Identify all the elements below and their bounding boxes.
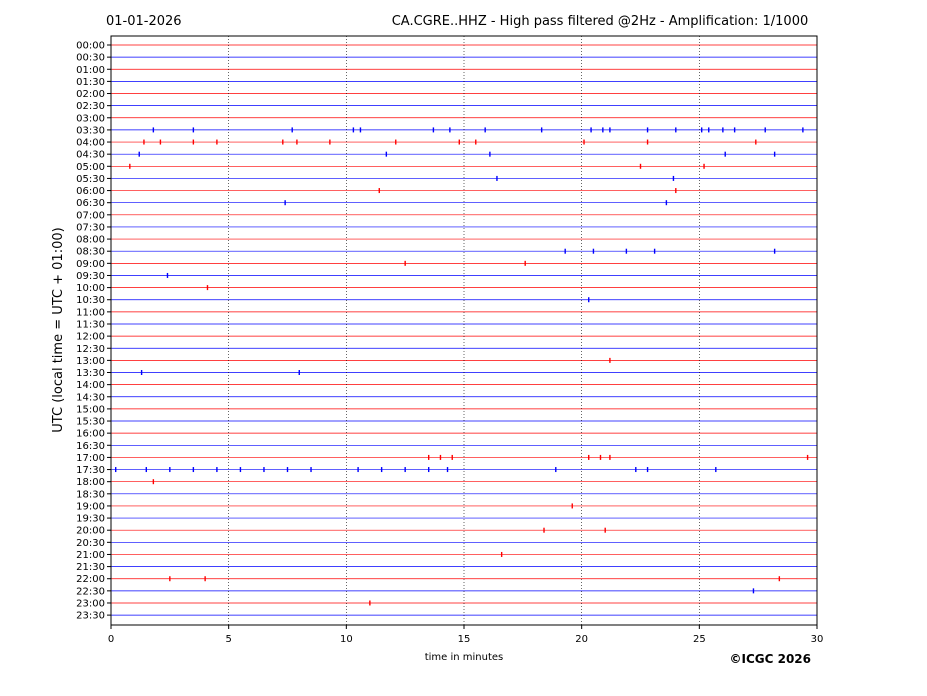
y-tick-label: 17:00 xyxy=(76,453,105,464)
vertical-grid xyxy=(228,36,700,625)
y-tick-label: 01:00 xyxy=(76,65,105,76)
y-tick-label: 10:00 xyxy=(76,283,105,294)
y-tick-label: 13:30 xyxy=(76,368,105,379)
y-tick-label: 08:30 xyxy=(76,247,105,258)
y-tick-label: 02:00 xyxy=(76,89,105,100)
y-tick-label: 09:30 xyxy=(76,271,105,282)
y-tick-label: 22:00 xyxy=(76,574,105,585)
y-tick-label: 23:00 xyxy=(76,598,105,609)
y-tick-label: 07:00 xyxy=(76,210,105,221)
y-tick-group: 00:0000:3001:0001:3002:0002:3003:0003:30… xyxy=(76,41,111,622)
y-tick-label: 18:00 xyxy=(76,477,105,488)
y-tick-label: 00:00 xyxy=(76,41,105,52)
y-tick-label: 11:30 xyxy=(76,319,105,330)
x-tick-group: 0 5 10 15 20 25 30 xyxy=(108,625,824,645)
date-label: 01-01-2026 xyxy=(106,14,182,29)
x-tick-label: 5 xyxy=(225,634,231,645)
copyright-label: ©ICGC 2026 xyxy=(729,652,811,666)
y-tick-label: 22:30 xyxy=(76,586,105,597)
y-tick-label: 03:00 xyxy=(76,113,105,124)
y-tick-label: 20:00 xyxy=(76,526,105,537)
y-tick-label: 12:30 xyxy=(76,344,105,355)
y-tick-label: 17:30 xyxy=(76,465,105,476)
y-tick-label: 13:00 xyxy=(76,356,105,367)
y-tick-label: 04:30 xyxy=(76,150,105,161)
y-tick-label: 10:30 xyxy=(76,295,105,306)
y-tick-label: 21:30 xyxy=(76,562,105,573)
y-axis-label: UTC (local time = UTC + 01:00) xyxy=(51,227,66,432)
x-tick-label: 15 xyxy=(458,634,471,645)
y-tick-label: 15:30 xyxy=(76,417,105,428)
x-tick-label: 20 xyxy=(575,634,588,645)
y-tick-label: 01:30 xyxy=(76,77,105,88)
y-tick-label: 09:00 xyxy=(76,259,105,270)
y-tick-label: 15:00 xyxy=(76,404,105,415)
y-tick-label: 14:30 xyxy=(76,392,105,403)
y-tick-label: 16:30 xyxy=(76,441,105,452)
y-tick-label: 11:00 xyxy=(76,307,105,318)
event-group xyxy=(115,127,809,606)
y-tick-label: 03:30 xyxy=(76,125,105,136)
y-tick-label: 23:30 xyxy=(76,611,105,622)
chart-title: CA.CGRE..HHZ - High pass filtered @2Hz -… xyxy=(392,14,809,29)
x-tick-label: 30 xyxy=(811,634,824,645)
y-tick-label: 18:30 xyxy=(76,489,105,500)
y-tick-label: 05:00 xyxy=(76,162,105,173)
y-tick-label: 14:00 xyxy=(76,380,105,391)
y-tick-label: 19:30 xyxy=(76,514,105,525)
y-tick-label: 07:30 xyxy=(76,222,105,233)
x-tick-label: 10 xyxy=(340,634,353,645)
y-tick-label: 06:30 xyxy=(76,198,105,209)
y-tick-label: 04:00 xyxy=(76,138,105,149)
x-tick-label: 0 xyxy=(108,634,114,645)
y-tick-label: 00:30 xyxy=(76,53,105,64)
y-tick-label: 06:00 xyxy=(76,186,105,197)
y-tick-label: 05:30 xyxy=(76,174,105,185)
x-tick-label: 25 xyxy=(693,634,706,645)
y-tick-label: 08:00 xyxy=(76,235,105,246)
y-tick-label: 20:30 xyxy=(76,538,105,549)
y-tick-label: 16:00 xyxy=(76,429,105,440)
y-tick-label: 19:00 xyxy=(76,501,105,512)
x-axis-label: time in minutes xyxy=(425,652,504,663)
y-tick-label: 12:00 xyxy=(76,332,105,343)
y-tick-label: 02:30 xyxy=(76,101,105,112)
y-tick-label: 21:00 xyxy=(76,550,105,561)
